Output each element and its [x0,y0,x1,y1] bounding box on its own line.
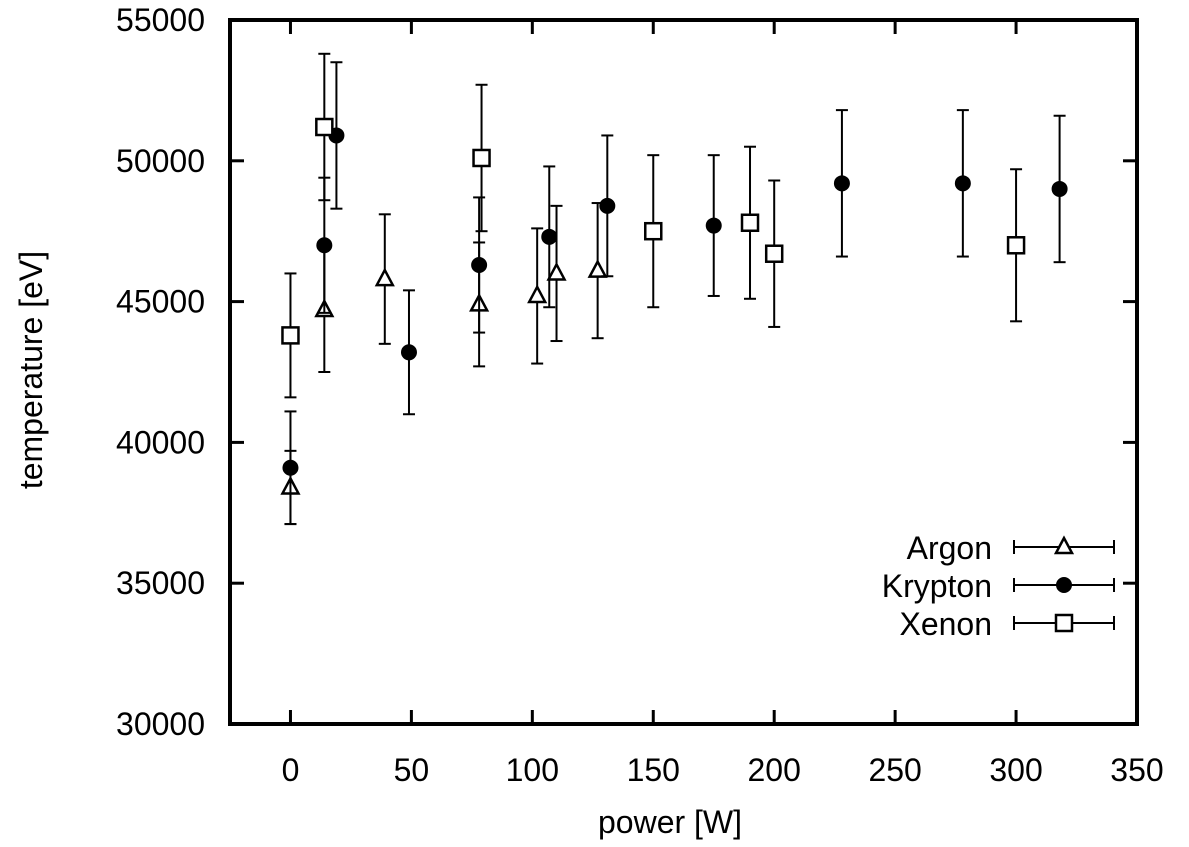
point-argon [546,261,567,281]
x-axis-label: power [W] [598,804,742,840]
point-krypton [705,217,722,234]
x-tick-label: 50 [394,752,430,788]
point-xenon [764,244,784,263]
point-xenon [1006,236,1026,255]
x-tick-label: 150 [627,752,680,788]
y-tick-label: 45000 [116,284,205,320]
point-krypton [833,175,850,192]
series-krypton [282,61,1068,526]
legend-label-xenon: Xenon [899,606,992,642]
point-argon [374,267,395,287]
plot-frame [228,18,1139,726]
point-krypton [954,175,971,192]
point-krypton [541,228,558,245]
legend-marker-xenon [1054,613,1074,633]
series-xenon [281,52,1026,399]
y-tick-label: 40000 [116,424,205,460]
x-axis-ticks: 0 50 100 150 200 250 300 350 [282,20,1164,788]
x-tick-label: 300 [989,752,1042,788]
y-tick-label: 35000 [116,565,205,601]
x-tick-label: 100 [506,752,559,788]
point-krypton [1051,180,1068,197]
point-argon [587,258,608,278]
y-tick-label: 30000 [116,706,205,742]
point-xenon [472,148,491,168]
x-tick-label: 0 [282,752,300,788]
legend-marker-krypton [1056,577,1072,593]
x-tick-label: 250 [868,752,921,788]
point-krypton [316,237,333,254]
legend-label-argon: Argon [907,530,992,566]
point-xenon [740,213,760,233]
y-tick-label: 50000 [116,143,205,179]
x-tick-label: 350 [1110,752,1163,788]
point-krypton [471,256,488,273]
point-krypton [599,197,616,214]
legend-label-krypton: Krypton [882,568,992,604]
point-argon [527,284,548,304]
y-axis-label: temperature [eV] [13,251,49,489]
point-xenon [281,326,300,345]
legend: Argon Krypton Xenon [882,530,1115,642]
y-axis-ticks: 30000 35000 40000 45000 50000 55000 [116,2,1137,742]
point-xenon [644,221,663,241]
series-argon [280,202,608,526]
legend-marker-argon [1053,535,1075,555]
data-series [280,52,1068,526]
x-tick-label: 200 [748,752,801,788]
y-tick-label: 55000 [116,2,205,38]
point-krypton [400,344,417,361]
point-xenon [315,117,334,137]
point-krypton [282,459,299,476]
